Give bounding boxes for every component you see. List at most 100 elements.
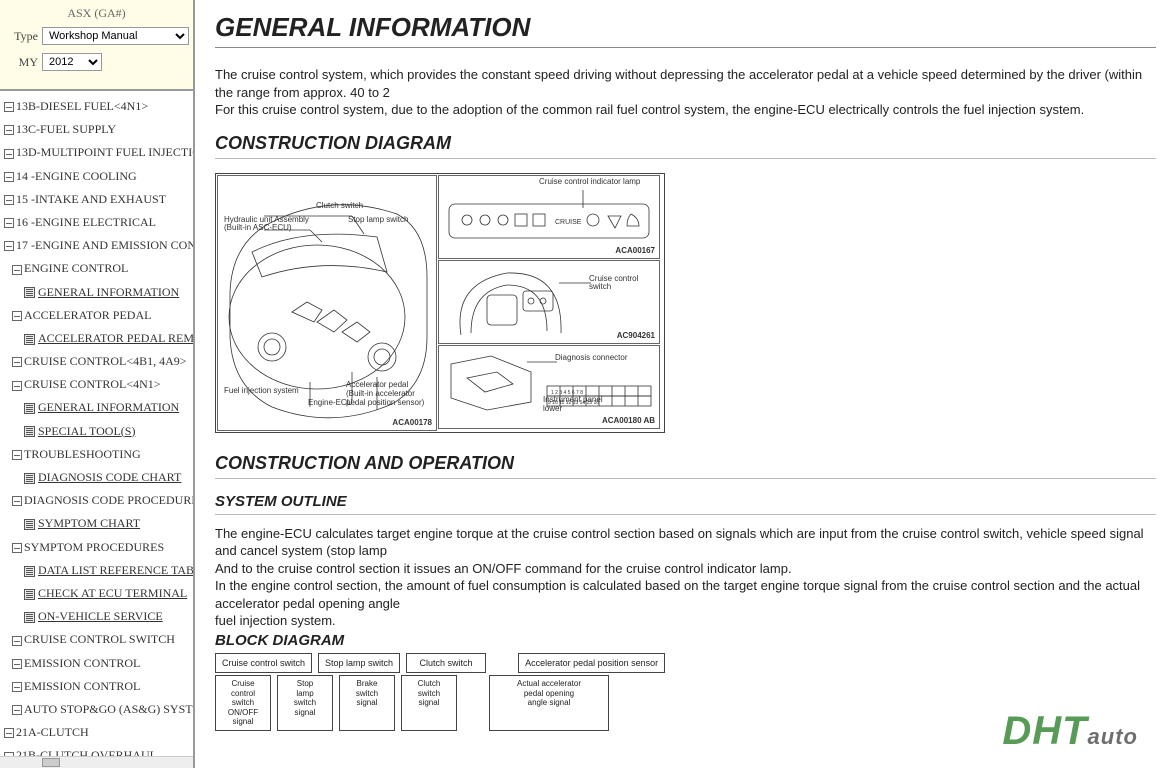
nav-item[interactable]: ACCELERATOR PEDAL (4, 304, 191, 327)
collapse-icon[interactable] (4, 218, 14, 228)
nav-item[interactable]: DIAGNOSIS CODE PROCEDURES (4, 489, 191, 512)
nav-link[interactable]: SYMPTOM CHART (38, 516, 140, 530)
type-select[interactable]: Workshop Manual (42, 27, 189, 45)
collapse-icon[interactable] (12, 265, 22, 275)
section-construction-operation: CONSTRUCTION AND OPERATION (215, 453, 1156, 474)
nav-link[interactable]: DATA LIST REFERENCE TABLE (38, 563, 193, 577)
nav-item[interactable]: TROUBLESHOOTING (4, 443, 191, 466)
nav-label: ENGINE CONTROL (24, 261, 128, 275)
label-indicator: Cruise control indicator lamp (539, 178, 640, 187)
nav-item[interactable]: SYMPTOM CHART (4, 512, 191, 535)
nav-item[interactable]: 14 -ENGINE COOLING (4, 165, 191, 188)
nav-item[interactable]: GENERAL INFORMATION (4, 396, 191, 419)
nav-label: 17 -ENGINE AND EMISSION CONTROL (16, 238, 193, 252)
nav-item[interactable]: 21B-CLUTCH OVERHAUL (4, 744, 191, 756)
nav-item[interactable]: AUTO STOP&GO (AS&G) SYSTEM (4, 698, 191, 721)
block-clutch: Clutch switch (406, 653, 486, 673)
nav-tree[interactable]: 13B-DIESEL FUEL<4N1>13C-FUEL SUPPLY 13D-M… (0, 91, 193, 756)
nav-item[interactable]: SPECIAL TOOL(S) (4, 420, 191, 443)
collapse-icon[interactable] (12, 496, 22, 506)
nav-item[interactable]: 15 -INTAKE AND EXHAUST (4, 188, 191, 211)
nav-item[interactable]: GENERAL INFORMATION (4, 281, 191, 304)
block-cc-switch: Cruise control switch (215, 653, 312, 673)
svg-text:CRUISE: CRUISE (555, 219, 582, 226)
main-content: GENERAL INFORMATION The cruise control s… (195, 0, 1164, 768)
type-label: Type (4, 29, 42, 44)
sub-brake-signal: Brakeswitchsignal (339, 675, 395, 731)
nav-label: EMISSION CONTROL (24, 679, 140, 693)
document-icon (24, 589, 35, 600)
nav-item[interactable]: 13D-MULTIPOINT FUEL INJECTION (MPI) (4, 141, 191, 164)
watermark-logo: DHTauto (1002, 709, 1138, 754)
nav-item[interactable]: CRUISE CONTROL<4N1> (4, 373, 191, 396)
sub-cc-signal: CruisecontrolswitchON/OFFsignal (215, 675, 271, 731)
nav-item[interactable]: ON-VEHICLE SERVICE (4, 605, 191, 628)
nav-item[interactable]: EMISSION CONTROL (4, 652, 191, 675)
collapse-icon[interactable] (4, 102, 14, 112)
block-stoplamp: Stop lamp switch (318, 653, 400, 673)
nav-item[interactable]: 16 -ENGINE ELECTRICAL (4, 211, 191, 234)
diagram-code-3: AC904261 (617, 332, 655, 341)
nav-item[interactable]: ACCELERATOR PEDAL REMOV (4, 327, 191, 350)
nav-label: 21B-CLUTCH OVERHAUL (16, 748, 157, 756)
document-icon (24, 287, 35, 298)
nav-label: 21A-CLUTCH (16, 725, 89, 739)
collapse-icon[interactable] (4, 195, 14, 205)
label-fuelinj: Fuel injection system (224, 387, 299, 396)
divider (215, 514, 1156, 515)
nav-label: EMISSION CONTROL (24, 656, 140, 670)
nav-item[interactable]: ENGINE CONTROL (4, 257, 191, 280)
nav-item[interactable]: EMISSION CONTROL (4, 675, 191, 698)
diagram-panel-dashboard: CRUISE Cruise control indicator lamp ACA… (438, 175, 660, 259)
nav-link[interactable]: ON-VEHICLE SERVICE (38, 609, 163, 623)
nav-item[interactable]: DATA LIST REFERENCE TABLE (4, 559, 191, 582)
nav-link[interactable]: CHECK AT ECU TERMINAL (38, 586, 187, 600)
nav-link[interactable]: GENERAL INFORMATION (38, 400, 179, 414)
nav-item[interactable]: 13C-FUEL SUPPLY (4, 118, 191, 141)
nav-item[interactable]: DIAGNOSIS CODE CHART (4, 466, 191, 489)
my-select[interactable]: 2012 (42, 53, 102, 71)
nav-item[interactable]: CRUISE CONTROL SWITCH (4, 628, 191, 651)
diagram-code-4: ACA00180 AB (602, 417, 655, 426)
collapse-icon[interactable] (12, 659, 22, 669)
collapse-icon[interactable] (4, 241, 14, 251)
document-icon (24, 566, 35, 577)
collapse-icon[interactable] (4, 728, 14, 738)
nav-item[interactable]: 17 -ENGINE AND EMISSION CONTROL (4, 234, 191, 257)
diagram-panel-connector: 1 2 3 4 5 6 7 8 9 10 11 12 13 14 15 16 D… (438, 345, 660, 429)
nav-item[interactable]: CHECK AT ECU TERMINAL (4, 582, 191, 605)
collapse-icon[interactable] (4, 125, 14, 135)
collapse-icon[interactable] (12, 357, 22, 367)
nav-item[interactable]: 21A-CLUTCH (4, 721, 191, 744)
collapse-icon[interactable] (12, 543, 22, 553)
collapse-icon[interactable] (12, 636, 22, 646)
section-system-outline: SYSTEM OUTLINE (215, 493, 1156, 510)
scroll-thumb[interactable] (42, 758, 60, 767)
nav-link[interactable]: ACCELERATOR PEDAL REMOV (38, 331, 193, 345)
horizontal-scrollbar[interactable] (0, 756, 193, 768)
nav-label: ACCELERATOR PEDAL (24, 308, 151, 322)
label-accel: Accelerator pedal(Built-in acceleratorpe… (346, 381, 428, 407)
nav-label: CRUISE CONTROL<4N1> (24, 377, 161, 391)
collapse-icon[interactable] (12, 450, 22, 460)
collapse-icon[interactable] (4, 172, 14, 182)
nav-label: 16 -ENGINE ELECTRICAL (16, 215, 156, 229)
collapse-icon[interactable] (12, 705, 22, 715)
nav-label: AUTO STOP&GO (AS&G) SYSTEM (24, 702, 193, 716)
nav-item[interactable]: SYMPTOM PROCEDURES (4, 536, 191, 559)
nav-item[interactable]: CRUISE CONTROL<4B1, 4A9> (4, 350, 191, 373)
document-icon (24, 473, 35, 484)
block-diagram-row: Cruise control switch Stop lamp switch C… (215, 653, 1156, 673)
collapse-icon[interactable] (12, 381, 22, 391)
nav-link[interactable]: SPECIAL TOOL(S) (38, 424, 135, 438)
nav-link[interactable]: DIAGNOSIS CODE CHART (38, 470, 181, 484)
label-hydraulic: Hydraulic unit Assembly(Built-in ASC-ECU… (224, 216, 314, 234)
collapse-icon[interactable] (12, 311, 22, 321)
collapse-icon[interactable] (4, 149, 14, 159)
outline-text: The engine-ECU calculates target engine … (215, 525, 1156, 630)
collapse-icon[interactable] (12, 682, 22, 692)
nav-item[interactable]: 13B-DIESEL FUEL<4N1> (4, 95, 191, 118)
nav-link[interactable]: GENERAL INFORMATION (38, 285, 179, 299)
nav-label: 13D-MULTIPOINT FUEL INJECTION (MPI) (16, 145, 193, 159)
my-label: MY (4, 55, 42, 70)
